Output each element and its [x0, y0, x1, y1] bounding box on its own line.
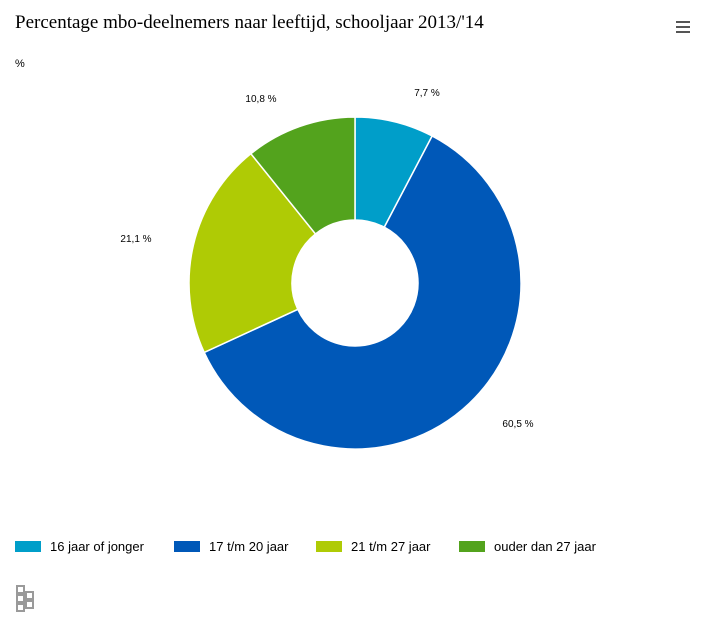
slice-ouder-dan-27-jaar[interactable] [249, 116, 356, 235]
legend-label: ouder dan 27 jaar [494, 539, 596, 554]
legend-swatch [316, 541, 342, 552]
menu-bar [676, 26, 690, 28]
slice-21-t-m-27-jaar[interactable] [188, 152, 317, 354]
donut-chart: 7,7 % 60,5 % 21,1 % 10,8 % [120, 88, 534, 450]
legend-label: 17 t/m 20 jaar [209, 539, 289, 554]
slices-group [188, 116, 522, 450]
cbs-logo-icon [16, 585, 34, 612]
legend-item-21-tm-27-jaar[interactable]: 21 t/m 27 jaar [316, 539, 459, 554]
data-label: 10,8 % [245, 94, 276, 105]
menu-bar [676, 31, 690, 33]
legend-swatch [15, 541, 41, 552]
chart-title: Percentage mbo-deelnemers naar leeftijd,… [15, 12, 484, 33]
data-label: 60,5 % [502, 419, 533, 430]
legend-item-ouder-dan-27-jaar[interactable]: ouder dan 27 jaar [459, 539, 596, 554]
menu-bar [676, 21, 690, 23]
legend: 16 jaar of jonger 17 t/m 20 jaar 21 t/m … [15, 539, 596, 554]
legend-swatch [174, 541, 200, 552]
data-label: 7,7 % [414, 88, 440, 99]
legend-label: 16 jaar of jonger [50, 539, 144, 554]
slice-17-t-m-20-jaar[interactable] [203, 135, 522, 450]
data-labels-group: 7,7 % 60,5 % 21,1 % 10,8 % [120, 88, 533, 430]
legend-label: 21 t/m 27 jaar [351, 539, 431, 554]
legend-swatch [459, 541, 485, 552]
unit-label: % [15, 58, 25, 70]
legend-item-16-jaar-of-jonger[interactable]: 16 jaar of jonger [15, 539, 174, 554]
hamburger-menu-icon[interactable] [676, 21, 690, 35]
legend-item-17-tm-20-jaar[interactable]: 17 t/m 20 jaar [174, 539, 316, 554]
data-label: 21,1 % [120, 234, 151, 245]
